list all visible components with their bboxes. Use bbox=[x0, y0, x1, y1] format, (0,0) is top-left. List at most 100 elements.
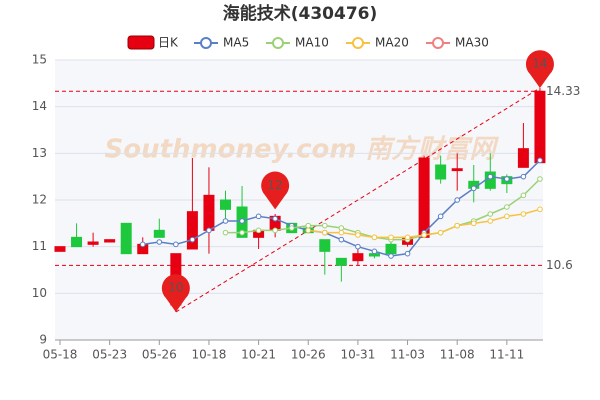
candle-body bbox=[335, 257, 347, 266]
candle-body bbox=[153, 229, 165, 238]
x-tick-label: 10-18 bbox=[192, 348, 227, 362]
ma-point bbox=[338, 225, 345, 231]
ma-point bbox=[288, 225, 295, 231]
legend-swatch bbox=[200, 37, 212, 49]
ma-point bbox=[272, 227, 278, 234]
legend-swatch bbox=[272, 37, 284, 49]
y-tick-label: 13 bbox=[32, 146, 47, 160]
ma-point bbox=[520, 192, 527, 199]
candle-body bbox=[418, 157, 430, 238]
ma-point bbox=[322, 222, 328, 229]
y-tick-label: 11 bbox=[32, 239, 47, 253]
legend-label: 日K bbox=[158, 36, 179, 50]
ma-point bbox=[206, 227, 212, 234]
candle-body bbox=[451, 168, 463, 172]
ma-point bbox=[222, 218, 229, 224]
ma-point bbox=[255, 213, 262, 220]
ma-point bbox=[437, 213, 444, 220]
ma-point bbox=[470, 185, 477, 192]
candle-body bbox=[120, 222, 132, 255]
candle-body bbox=[71, 236, 83, 248]
ma-point bbox=[454, 222, 461, 229]
ma-point bbox=[487, 211, 494, 217]
candle-body bbox=[87, 241, 99, 245]
marker-pin bbox=[161, 274, 190, 312]
ma-point bbox=[239, 218, 245, 224]
marker-label: 12 bbox=[268, 178, 283, 192]
x-tick-label: 11-08 bbox=[440, 348, 475, 362]
candle-body bbox=[352, 253, 364, 262]
ma-point bbox=[454, 197, 461, 203]
ma-point bbox=[520, 211, 527, 217]
trend-line bbox=[175, 87, 541, 313]
candle-body bbox=[203, 194, 215, 231]
legend: 日K MA5 MA10 MA20 MA30 bbox=[127, 35, 489, 50]
candle-body bbox=[54, 246, 66, 252]
chart-title: 海能技术(430476) bbox=[223, 3, 378, 24]
ma-point bbox=[189, 236, 196, 243]
x-tick-label: 05-23 bbox=[92, 348, 127, 362]
ma-point bbox=[504, 213, 510, 220]
candle-body bbox=[319, 239, 331, 252]
ma-point bbox=[388, 234, 394, 241]
ma-point bbox=[371, 248, 378, 255]
ma-point bbox=[173, 241, 179, 248]
y-tick-label: 15 bbox=[32, 53, 47, 67]
x-tick-label: 10-21 bbox=[241, 348, 276, 362]
ma-point bbox=[487, 218, 494, 224]
candle-body bbox=[104, 239, 116, 243]
marker-label: 14 bbox=[532, 57, 547, 71]
reference-label: 10.6 bbox=[546, 258, 573, 272]
ma-point bbox=[338, 229, 345, 236]
ma-point bbox=[338, 236, 345, 243]
ma-point bbox=[437, 229, 444, 236]
ma-point bbox=[255, 227, 262, 234]
marker-pin bbox=[525, 50, 554, 88]
x-tick-label: 10-26 bbox=[291, 348, 326, 362]
ma-point bbox=[371, 234, 378, 241]
legend-label: MA10 bbox=[295, 36, 329, 50]
candle-body bbox=[385, 243, 397, 255]
x-tick-label: 11-11 bbox=[489, 348, 524, 362]
ma-point bbox=[272, 215, 278, 222]
ma-point bbox=[355, 243, 361, 250]
legend-label: MA20 bbox=[375, 36, 409, 50]
ma-point bbox=[504, 204, 510, 210]
x-tick-label: 10-31 bbox=[340, 348, 375, 362]
ma-point bbox=[305, 227, 312, 234]
ma-point bbox=[156, 239, 163, 245]
marker-label: 10 bbox=[168, 281, 183, 295]
legend-swatch bbox=[352, 37, 364, 49]
y-tick-label: 12 bbox=[32, 193, 47, 207]
x-tick-label: 05-18 bbox=[43, 348, 78, 362]
watermark: Southmoney.com 南方财富网 bbox=[105, 135, 500, 165]
y-tick-label: 9 bbox=[39, 333, 47, 347]
y-tick-label: 10 bbox=[32, 286, 47, 300]
ma-point bbox=[139, 241, 146, 248]
candle-body bbox=[534, 90, 546, 164]
ma-point bbox=[322, 229, 328, 236]
legend-label: MA30 bbox=[455, 36, 489, 50]
ma-point bbox=[239, 229, 245, 236]
legend-swatch bbox=[432, 37, 444, 49]
ma-point bbox=[404, 250, 411, 257]
candle-body bbox=[517, 148, 529, 168]
ma-point bbox=[487, 173, 494, 180]
x-tick-label: 05-26 bbox=[142, 348, 177, 362]
ma-point bbox=[404, 234, 411, 241]
reference-label: 14.33 bbox=[546, 84, 580, 98]
candle-body bbox=[220, 199, 231, 210]
ma-point bbox=[355, 232, 361, 238]
x-tick-label: 11-03 bbox=[390, 348, 425, 362]
ma-point bbox=[537, 157, 543, 164]
legend-swatch bbox=[127, 35, 155, 50]
legend-label: MA5 bbox=[223, 36, 249, 50]
ma-point bbox=[537, 206, 543, 213]
ma-point bbox=[470, 220, 477, 227]
ma-point bbox=[520, 173, 527, 180]
ma-point bbox=[222, 229, 229, 236]
ma-point bbox=[537, 176, 543, 182]
candle-body bbox=[186, 211, 198, 250]
ma-point bbox=[388, 253, 394, 259]
